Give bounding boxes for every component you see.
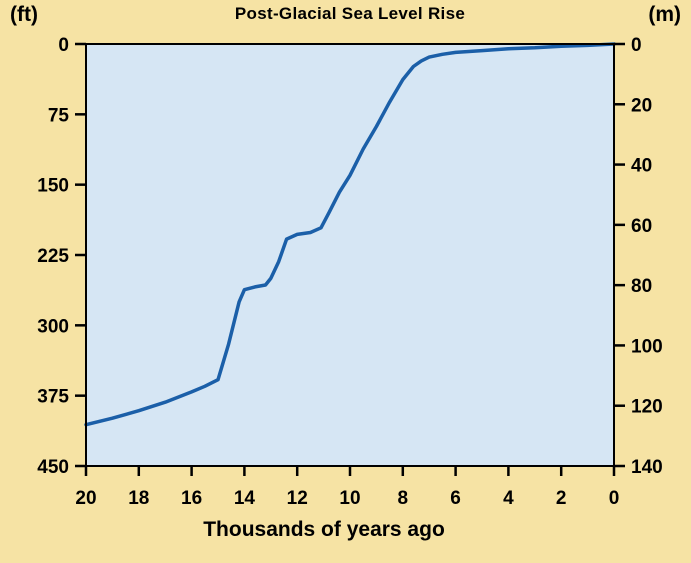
left-axis-tick-label: 0: [58, 35, 69, 56]
plot-area: [86, 44, 614, 466]
right-axis-tick-label: 120: [631, 397, 663, 418]
right-axis-tick-label: 100: [631, 336, 663, 357]
x-axis-tick-label: 4: [503, 488, 514, 509]
x-axis-tick-label: 20: [75, 488, 96, 509]
right-axis-tick-label: 0: [631, 35, 642, 56]
chart-title: Post-Glacial Sea Level Rise: [234, 4, 466, 23]
left-axis-unit-label: (ft): [10, 3, 38, 26]
right-axis-tick-label: 140: [631, 457, 663, 478]
sea-level-curve: [84, 42, 616, 427]
x-axis-title: Thousands of years ago: [203, 518, 445, 541]
x-axis-tick-label: 18: [128, 488, 149, 509]
right-axis-tick-label: 60: [631, 216, 652, 237]
x-axis-tick-label: 10: [339, 488, 360, 509]
x-axis-tick-label: 12: [287, 488, 308, 509]
left-axis-tick-label: 150: [37, 176, 69, 197]
x-axis-tick-label: 6: [450, 488, 461, 509]
left-axis-tick-label: 75: [48, 105, 70, 126]
right-axis-tick-label: 80: [631, 276, 652, 297]
right-axis-tick-label: 20: [631, 95, 652, 116]
x-axis-tick-label: 2: [556, 488, 567, 509]
right-axis-unit-label: (m): [648, 3, 681, 26]
x-axis-tick-label: 14: [234, 488, 256, 509]
left-axis-tick-label: 300: [37, 316, 69, 337]
right-axis-tick-label: 40: [631, 156, 652, 177]
x-axis-tick-label: 16: [181, 488, 202, 509]
x-axis-tick-label: 8: [398, 488, 409, 509]
left-axis-tick-label: 225: [37, 246, 69, 267]
x-axis-tick-label: 0: [609, 488, 620, 509]
left-axis-tick-label: 375: [37, 387, 69, 408]
left-axis-tick-label: 450: [37, 457, 69, 478]
